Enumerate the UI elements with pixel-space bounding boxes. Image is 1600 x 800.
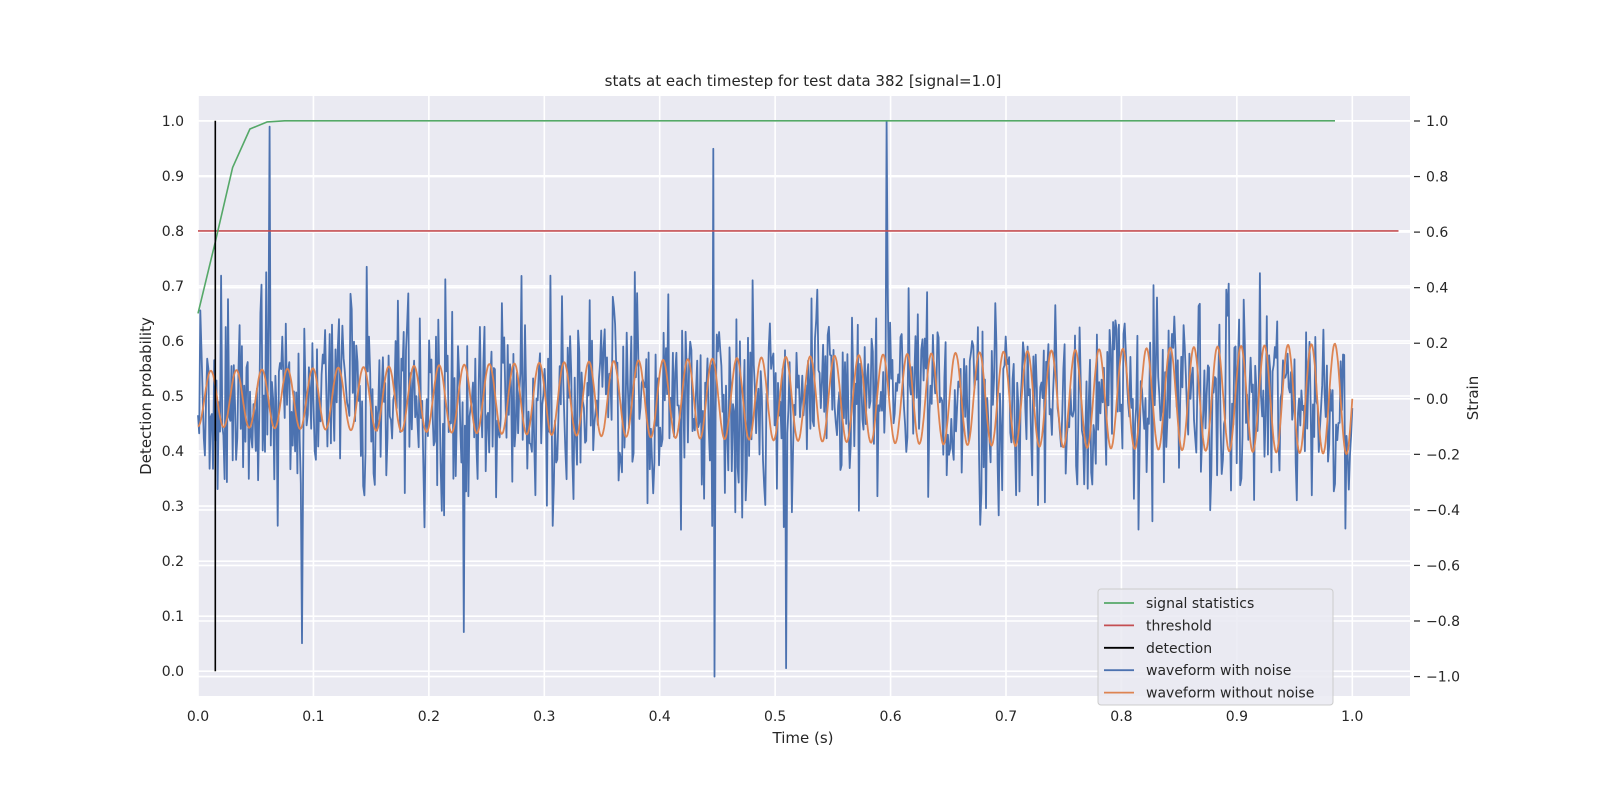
x-tick-label: 0.1 <box>302 709 324 725</box>
left-tick-label: 0.5 <box>162 389 184 405</box>
series-waveform-with-noise <box>197 120 1354 678</box>
chart-title: stats at each timestep for test data 382… <box>605 72 1002 90</box>
left-tick-label: 0.4 <box>162 444 184 460</box>
left-tick-label: 0.0 <box>162 664 184 680</box>
right-tick-label: 0.0 <box>1426 392 1448 408</box>
legend-label: waveform with noise <box>1146 663 1291 679</box>
x-tick-label: 0.8 <box>1110 709 1132 725</box>
left-tick-label: 0.9 <box>162 169 184 185</box>
right-tick-label: 1.0 <box>1426 114 1448 130</box>
right-tick-label: −0.6 <box>1426 558 1460 574</box>
series-waveform-without-noise <box>197 342 1354 456</box>
x-tick-label: 0.0 <box>187 709 209 725</box>
x-tick-label: 0.6 <box>879 709 901 725</box>
left-tick-label: 0.3 <box>162 499 184 515</box>
left-axis-label: Detection probability <box>137 317 155 475</box>
legend-label: waveform without noise <box>1146 686 1314 702</box>
legend-label: signal statistics <box>1146 596 1254 612</box>
x-tick-label: 0.5 <box>764 709 786 725</box>
right-tick-label: 0.8 <box>1426 170 1448 186</box>
right-axis-label: Strain <box>1464 376 1482 420</box>
x-tick-label: 0.9 <box>1226 709 1248 725</box>
right-tick-label: 0.6 <box>1426 225 1448 241</box>
series-layer <box>197 120 1399 678</box>
left-tick-label: 0.7 <box>162 279 184 295</box>
x-tick-label: 1.0 <box>1341 709 1363 725</box>
right-tick-label: 0.2 <box>1426 336 1448 352</box>
left-tick-label: 1.0 <box>162 114 184 130</box>
legend-label: threshold <box>1146 618 1212 634</box>
right-tick-label: 0.4 <box>1426 281 1448 297</box>
left-tick-label: 0.8 <box>162 224 184 240</box>
x-tick-label: 0.2 <box>418 709 440 725</box>
x-axis-ticks: 0.0 0.1 0.2 0.3 0.4 0.5 0.6 0.7 0.8 0.9 1.0 <box>187 709 1364 725</box>
x-tick-label: 0.4 <box>649 709 671 725</box>
x-axis-label: Time (s) <box>772 729 834 747</box>
right-tick-label: −0.4 <box>1426 503 1460 519</box>
right-tick-label: −0.8 <box>1426 614 1460 630</box>
left-axis-ticks: 0.0 0.1 0.2 0.3 0.4 0.5 0.6 0.7 0.8 0.9 1.0 <box>162 114 184 680</box>
left-tick-label: 0.6 <box>162 334 184 350</box>
series-signal-statistics <box>197 120 1335 314</box>
legend-label: detection <box>1146 641 1212 657</box>
left-tick-label: 0.1 <box>162 609 184 625</box>
right-tick-label: −1.0 <box>1426 670 1460 686</box>
legend-box <box>1097 588 1334 706</box>
x-tick-label: 0.3 <box>533 709 555 725</box>
right-tick-label: −0.2 <box>1426 447 1460 463</box>
legend: signal statistics threshold detection wavef… <box>1097 588 1334 706</box>
right-axis-ticks: −1.0 −0.8 −0.6 −0.4 −0.2 0.0 0.2 0.4 0.6 0.8 1.0 <box>1414 114 1460 686</box>
x-tick-label: 0.7 <box>995 709 1017 725</box>
left-tick-label: 0.2 <box>162 554 184 570</box>
